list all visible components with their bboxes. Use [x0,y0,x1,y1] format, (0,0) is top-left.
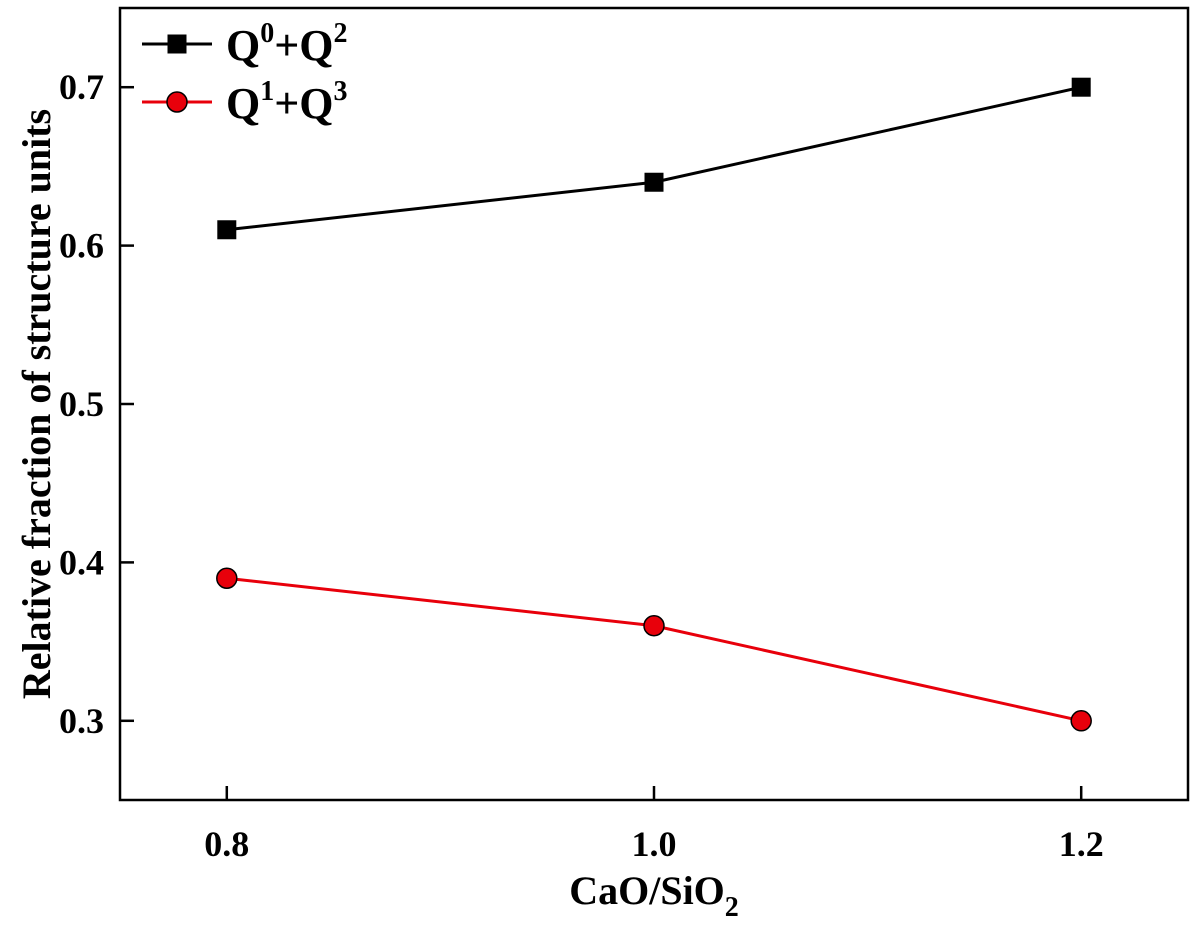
series-layer [216,77,1092,732]
x-tick-label: 0.8 [204,824,249,864]
y-tick-label: 0.4 [59,542,104,582]
legend-label-2: Q1+Q3 [226,76,348,128]
series-line-1 [226,85,1082,232]
data-point-square [1071,77,1091,97]
data-point-circle [643,615,665,637]
axis-labels: CaO/SiO2 Relative fraction of structure u… [14,109,739,923]
legend-marker-circle [166,91,188,113]
y-tick-label: 0.5 [59,384,104,424]
legend-marker-square [167,34,187,54]
data-point-circle [1070,710,1092,732]
y-axis-title: Relative fraction of structure units [14,109,59,699]
x-tick-label: 1.0 [632,824,677,864]
plot-area: 0.8 1.0 1.2 0.3 0.4 0.5 0.6 0.7 [59,6,1190,864]
data-point-square [644,172,664,192]
data-point-circle [216,567,238,589]
y-tick-label: 0.7 [59,67,104,107]
data-point-square [217,220,237,240]
series-line-2 [226,576,1082,723]
y-tick-label: 0.3 [59,701,104,741]
x-axis-title: CaO/SiO2 [569,868,739,923]
legend: Q0+Q2 Q1+Q3 [142,18,348,128]
x-tick-label: 1.2 [1059,824,1104,864]
y-tick-label: 0.6 [59,226,104,266]
legend-label-1: Q0+Q2 [226,18,348,70]
